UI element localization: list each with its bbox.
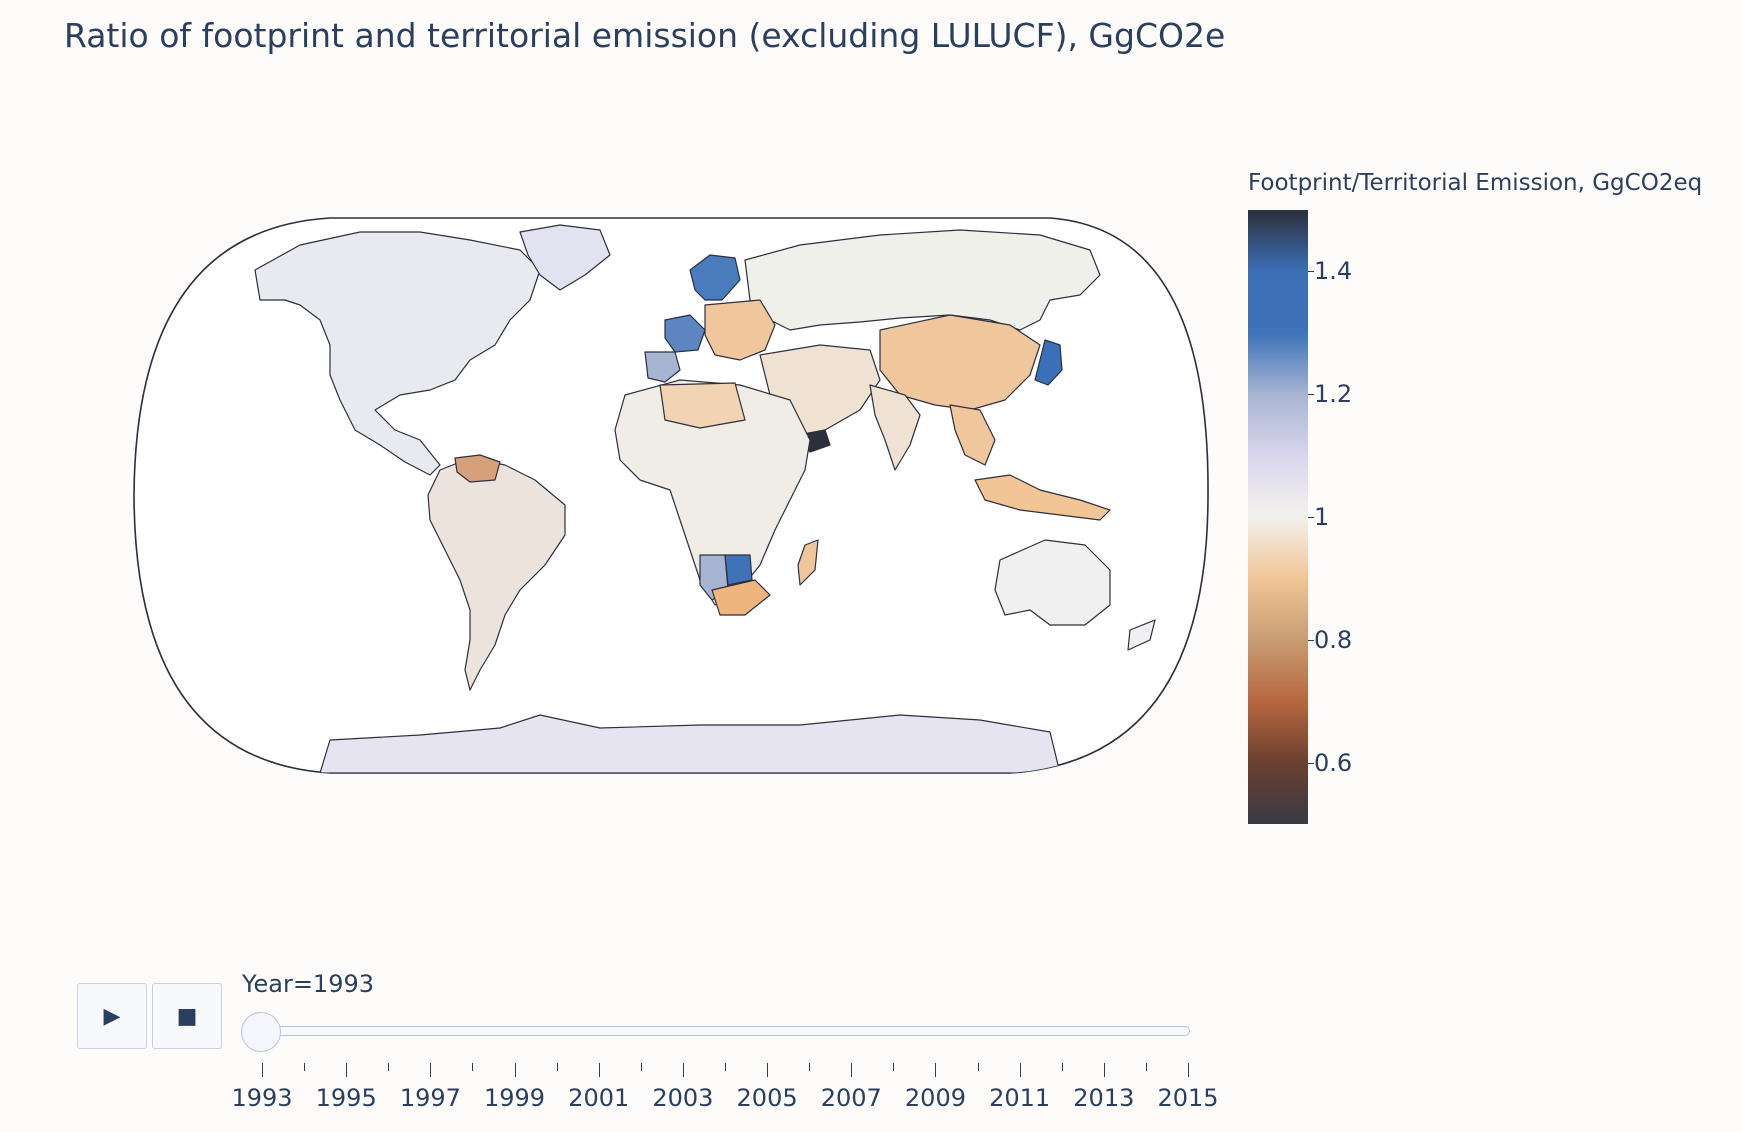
year-slider-track[interactable] — [252, 1026, 1190, 1036]
year-slider-handle[interactable] — [241, 1012, 281, 1052]
slider-tick[interactable] — [767, 1063, 769, 1077]
slider-tick[interactable] — [556, 1063, 558, 1071]
region-spain[interactable] — [644, 351, 681, 383]
play-button[interactable]: ▶ — [77, 983, 147, 1049]
slider-tick-label[interactable]: 2009 — [904, 1084, 966, 1112]
slider-tick-label[interactable]: 2011 — [989, 1084, 1051, 1112]
slider-tick[interactable] — [1019, 1063, 1021, 1077]
region-madagascar[interactable] — [797, 539, 819, 586]
region-new-zealand[interactable] — [1127, 619, 1156, 651]
slider-tick[interactable] — [262, 1063, 263, 1077]
region-north-africa[interactable] — [659, 382, 746, 429]
slider-tick[interactable] — [682, 1063, 684, 1077]
slider-tick[interactable] — [346, 1063, 348, 1077]
slider-tick[interactable] — [640, 1063, 642, 1071]
region-south-america[interactable] — [427, 457, 566, 691]
slider-tick[interactable] — [725, 1063, 726, 1071]
region-scandinavia[interactable] — [689, 254, 741, 301]
slider-tick[interactable] — [893, 1063, 895, 1071]
colorbar-tick-mark — [1308, 517, 1314, 518]
region-france[interactable] — [664, 314, 706, 353]
colorbar-tick-label: 1.2 — [1314, 380, 1353, 409]
slider-tick[interactable] — [388, 1063, 390, 1071]
slider-current-label: Year=1993 — [242, 970, 374, 998]
region-china[interactable] — [879, 314, 1041, 411]
slider-tick-label[interactable]: 2001 — [568, 1084, 630, 1112]
chart-title: Ratio of footprint and territorial emiss… — [64, 16, 1226, 55]
slider-tick[interactable] — [1145, 1063, 1147, 1071]
colorbar-tick-label: 0.8 — [1314, 625, 1353, 654]
region-india[interactable] — [869, 384, 921, 471]
slider-tick[interactable] — [1061, 1063, 1063, 1071]
slider-tick[interactable] — [598, 1063, 600, 1077]
colorbar-tick-label: 1.4 — [1314, 257, 1353, 286]
colorbar-tick-mark — [1308, 639, 1314, 641]
slider-tick[interactable] — [514, 1063, 516, 1077]
colorbar-tick-mark — [1308, 762, 1314, 764]
slider-tick-label[interactable]: 2015 — [1157, 1084, 1219, 1112]
slider-tick[interactable] — [935, 1063, 937, 1077]
slider-tick[interactable] — [1103, 1063, 1105, 1077]
slider-tick[interactable] — [472, 1063, 474, 1071]
slider-tick-label[interactable]: 2007 — [820, 1084, 882, 1112]
slider-tick[interactable] — [851, 1063, 853, 1077]
slider-tick[interactable] — [977, 1063, 979, 1071]
slider-tick[interactable] — [809, 1063, 811, 1071]
region-southeast-asia[interactable] — [949, 404, 996, 466]
colorbar — [1248, 210, 1308, 824]
region-australia[interactable] — [994, 539, 1111, 626]
slider-tick[interactable] — [430, 1063, 432, 1077]
slider-tick[interactable] — [304, 1063, 306, 1071]
slider-tick-label[interactable]: 1999 — [483, 1084, 546, 1112]
colorbar-tick-mark — [1308, 394, 1314, 396]
slider-tick-label[interactable]: 2013 — [1073, 1084, 1135, 1112]
region-russia[interactable] — [744, 229, 1101, 331]
region-japan[interactable] — [1034, 339, 1063, 386]
play-icon: ▶ — [103, 1003, 121, 1029]
slider-tick-label[interactable]: 1993 — [231, 1084, 293, 1112]
colorbar-tick-label: 1 — [1314, 503, 1330, 531]
slider-tick-label[interactable]: 1997 — [399, 1084, 461, 1112]
region-north-america[interactable] — [254, 231, 541, 476]
region-greenland[interactable] — [519, 224, 611, 291]
colorbar-tick-mark — [1308, 271, 1314, 273]
stop-icon: ■ — [176, 1003, 198, 1029]
region-indonesia[interactable] — [974, 474, 1111, 521]
region-south-africa[interactable] — [711, 579, 771, 616]
colorbar-tick-label: 0.6 — [1314, 748, 1353, 777]
region-antarctica[interactable] — [319, 714, 1061, 773]
slider-tick[interactable] — [1188, 1063, 1189, 1077]
slider-tick-label[interactable]: 2005 — [736, 1084, 798, 1112]
colorbar-title: Footprint/Territorial Emission, GgCO2eq — [1248, 170, 1703, 196]
stop-button[interactable]: ■ — [152, 983, 222, 1049]
region-venezuela[interactable] — [454, 454, 501, 483]
region-eastern-europe[interactable] — [704, 299, 776, 361]
slider-tick-label[interactable]: 1995 — [315, 1084, 377, 1112]
slider-tick-label[interactable]: 2003 — [652, 1084, 714, 1112]
region-botswana[interactable] — [724, 554, 753, 586]
